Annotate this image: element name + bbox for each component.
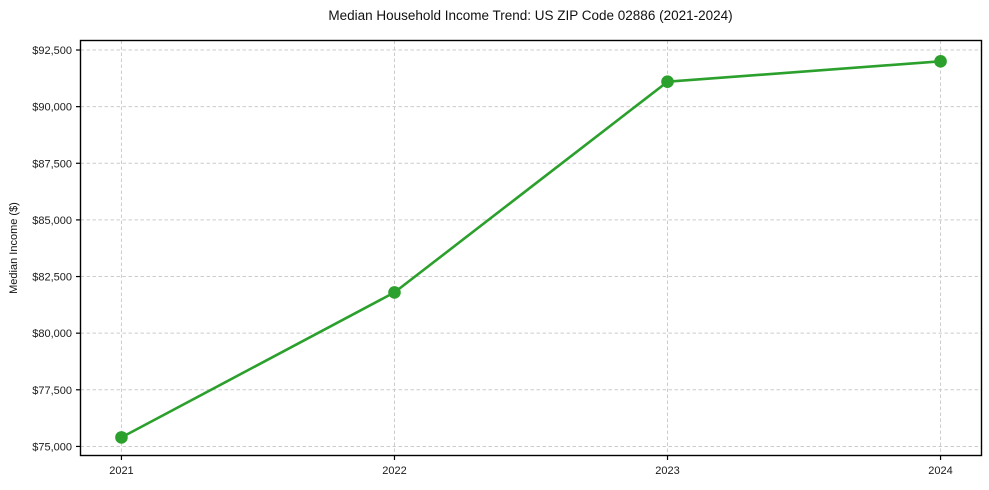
data-point-marker <box>934 55 947 68</box>
plot-border <box>79 39 983 457</box>
chart-title: Median Household Income Trend: US ZIP Co… <box>328 8 733 23</box>
y-tick-label: $80,000 <box>32 328 72 340</box>
data-point-marker <box>661 75 674 89</box>
trend-line <box>120 60 942 439</box>
x-tick-label: 2021 <box>109 465 133 477</box>
y-tick-label: $87,500 <box>32 158 72 170</box>
y-tick-label: $92,500 <box>32 45 72 57</box>
y-tick-label: $90,000 <box>32 102 72 114</box>
data-point-marker <box>115 431 128 444</box>
x-tick-label: 2023 <box>655 465 679 477</box>
y-tick-label: $85,000 <box>32 215 72 227</box>
y-tick-label: $77,500 <box>32 385 72 397</box>
x-tick-label: 2024 <box>928 465 952 477</box>
data-point-marker <box>388 286 401 299</box>
y-tick-label: $75,000 <box>32 441 72 453</box>
y-tick-label: $82,500 <box>32 272 72 284</box>
x-tick-label: 2022 <box>382 465 406 477</box>
